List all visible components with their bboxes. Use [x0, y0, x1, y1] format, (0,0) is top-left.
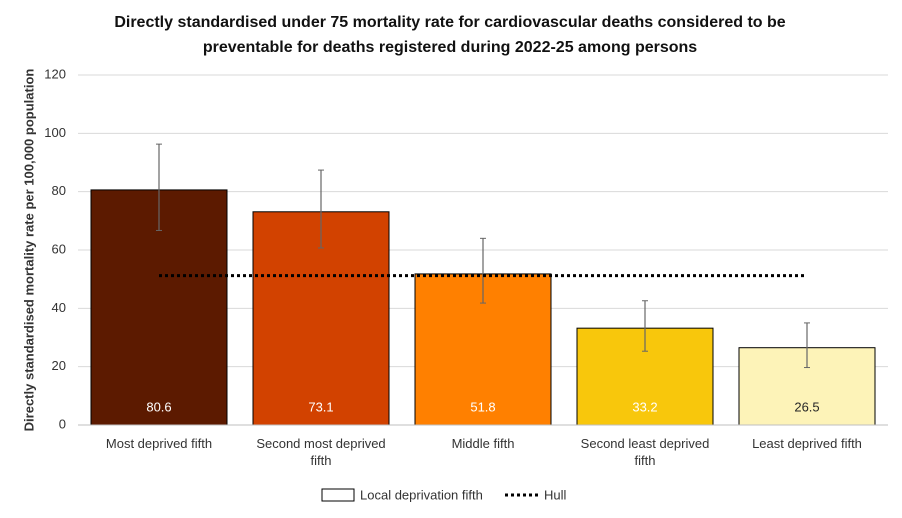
y-tick-label: 100: [44, 125, 66, 140]
legend-label: Hull: [544, 487, 567, 502]
x-tick-label: Second most deprived fifth: [256, 436, 386, 468]
data-label: 26.5: [794, 399, 819, 414]
data-label: 73.1: [308, 399, 333, 414]
y-tick-label: 20: [52, 358, 66, 373]
y-axis-label: Directly standardised mortality rate per…: [21, 69, 36, 432]
y-tick-label: 80: [52, 183, 66, 198]
y-tick-label: 60: [52, 241, 66, 256]
chart-title: Directly standardised under 75 mortality…: [114, 14, 786, 56]
data-label: 80.6: [146, 399, 171, 414]
y-tick-label: 120: [44, 66, 66, 81]
legend-label: Local deprivation fifth: [360, 487, 483, 502]
data-label: 51.8: [470, 399, 495, 414]
y-tick-label: 0: [59, 416, 66, 431]
legend-swatch: [321, 488, 355, 502]
data-label: 33.2: [632, 399, 657, 414]
x-tick-label: Least deprived fifth: [752, 436, 862, 451]
y-tick-label: 40: [52, 300, 66, 315]
x-tick-label: Middle fifth: [451, 436, 515, 451]
x-tick-label: Second least deprived fifth: [580, 436, 710, 468]
x-tick-label: Most deprived fifth: [105, 436, 213, 451]
